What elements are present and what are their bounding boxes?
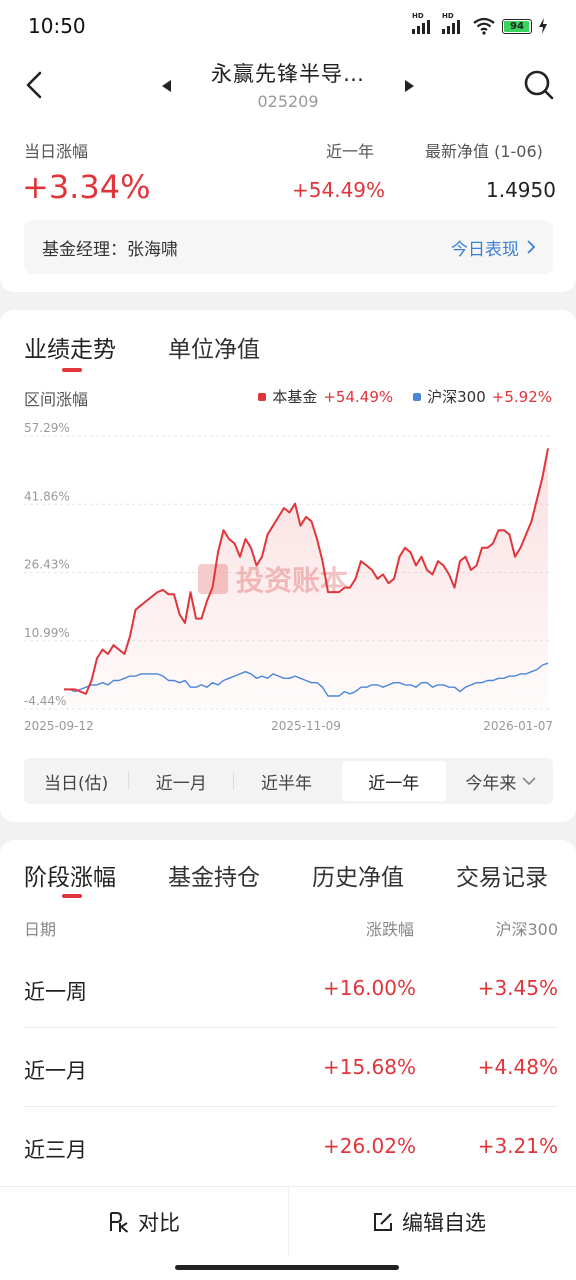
back-icon[interactable]	[18, 68, 52, 102]
status-bar: 10:50 HD HD 94	[0, 0, 576, 52]
today-performance-link[interactable]: 今日表现	[451, 235, 535, 260]
fund-area	[64, 448, 548, 709]
next-fund-icon[interactable]	[405, 80, 414, 92]
range-today[interactable]: 当日(估)	[43, 773, 109, 794]
stage-tab-indicator	[62, 894, 82, 898]
manager-text: 基金经理：张海啸	[42, 239, 178, 260]
range-1y[interactable]: 近一年	[341, 761, 446, 801]
status-time: 10:50	[28, 14, 86, 38]
range-6m[interactable]: 近半年	[261, 773, 312, 794]
edit-icon	[374, 1213, 392, 1231]
fund-code: 025209	[257, 92, 319, 111]
charging-icon	[539, 18, 547, 34]
tab-performance[interactable]: 业绩走势	[24, 337, 116, 363]
pk-icon	[110, 1212, 129, 1233]
legend-fund-name: 本基金	[272, 388, 318, 406]
y-tick-label: 57.29%	[24, 422, 70, 435]
tab-trade-records[interactable]: 交易记录	[456, 865, 548, 891]
y-tick-label: 26.43%	[24, 558, 70, 572]
fund-title: 永赢先锋半导… 025209	[150, 58, 426, 111]
daily-change-value: +3.34%	[22, 168, 151, 206]
fund-name: 永赢先锋半导…	[211, 62, 365, 86]
col-index: 沪深300	[495, 920, 558, 939]
index-line	[64, 662, 549, 697]
signal-icon-2: HD	[442, 12, 460, 34]
chevron-down-icon	[522, 776, 536, 785]
search-icon[interactable]	[522, 68, 556, 102]
range-selector: 当日(估) 近一月 近半年 近一年 今年来	[24, 758, 553, 804]
nav-label: 最新净值 (1-06)	[425, 142, 543, 161]
chart-card: 业绩走势 单位净值 区间涨幅 本基金 +54.49% 沪深300 +5.92% …	[0, 310, 576, 822]
legend-fund-swatch	[258, 392, 267, 401]
header: 永赢先锋半导… 025209	[0, 52, 576, 122]
compare-button[interactable]: 对比	[108, 1207, 180, 1237]
nav-value: 1.4950	[486, 178, 556, 202]
tab-unit-nav[interactable]: 单位净值	[168, 337, 260, 363]
table-row: 近一周 +16.00% +3.45%	[24, 950, 558, 1028]
table-row: 近一月 +15.68% +4.48%	[24, 1029, 558, 1107]
year-change-label: 近一年	[326, 142, 375, 161]
tab-stage-returns[interactable]: 阶段涨幅	[24, 865, 116, 891]
signal-icon: HD	[412, 12, 430, 34]
legend-index-swatch	[413, 392, 422, 401]
y-tick-label: -4.44%	[24, 694, 66, 708]
chart-subtitle: 区间涨幅	[24, 390, 89, 409]
legend-index-value: +5.92%	[491, 387, 552, 406]
x-tick-label: 2025-11-09	[271, 719, 341, 733]
performance-chart[interactable]: 投资账本 57.29%41.86%26.43%10.99%-4.44%2025-…	[0, 422, 576, 742]
summary-card: 当日涨幅 +3.34% 近一年 +54.49% 最新净值 (1-06) 1.49…	[0, 122, 576, 292]
x-tick-label: 2025-09-12	[24, 719, 94, 733]
x-tick-label: 2026-01-07	[483, 719, 553, 733]
chart-legend: 本基金 +54.49% 沪深300 +5.92%	[258, 386, 552, 407]
tab-history-nav[interactable]: 历史净值	[312, 865, 404, 891]
manager-bar[interactable]: 基金经理：张海啸 今日表现	[24, 220, 553, 274]
col-change: 涨跌幅	[365, 920, 414, 939]
table-row: 近三月 +26.02% +3.21%	[24, 1134, 558, 1162]
edit-watchlist-button[interactable]: 编辑自选	[372, 1207, 486, 1237]
col-date: 日期	[24, 920, 57, 939]
prev-fund-icon[interactable]	[162, 80, 171, 92]
daily-change-label: 当日涨幅	[24, 142, 89, 161]
stage-card: 阶段涨幅 基金持仓 历史净值 交易记录 日期 涨跌幅 沪深300 近一周 +16…	[0, 840, 576, 1186]
tab-holdings[interactable]: 基金持仓	[168, 865, 260, 891]
range-1m[interactable]: 近一月	[155, 773, 207, 794]
legend-index-name: 沪深300	[427, 388, 486, 406]
status-icons: HD HD 94	[412, 12, 548, 35]
wifi-icon	[473, 17, 495, 35]
year-change-value: +54.49%	[292, 178, 386, 202]
tab-active-indicator	[62, 368, 82, 372]
home-indicator	[175, 1265, 399, 1270]
fund-line	[64, 448, 549, 695]
range-ytd[interactable]: 今年来	[449, 758, 553, 804]
bottom-bar: 对比 编辑自选	[0, 1186, 576, 1280]
y-tick-label: 41.86%	[24, 489, 70, 503]
legend-fund-value: +54.49%	[323, 387, 394, 406]
chevron-right-icon	[527, 240, 535, 254]
battery-icon: 94	[502, 18, 532, 34]
y-tick-label: 10.99%	[24, 626, 70, 640]
